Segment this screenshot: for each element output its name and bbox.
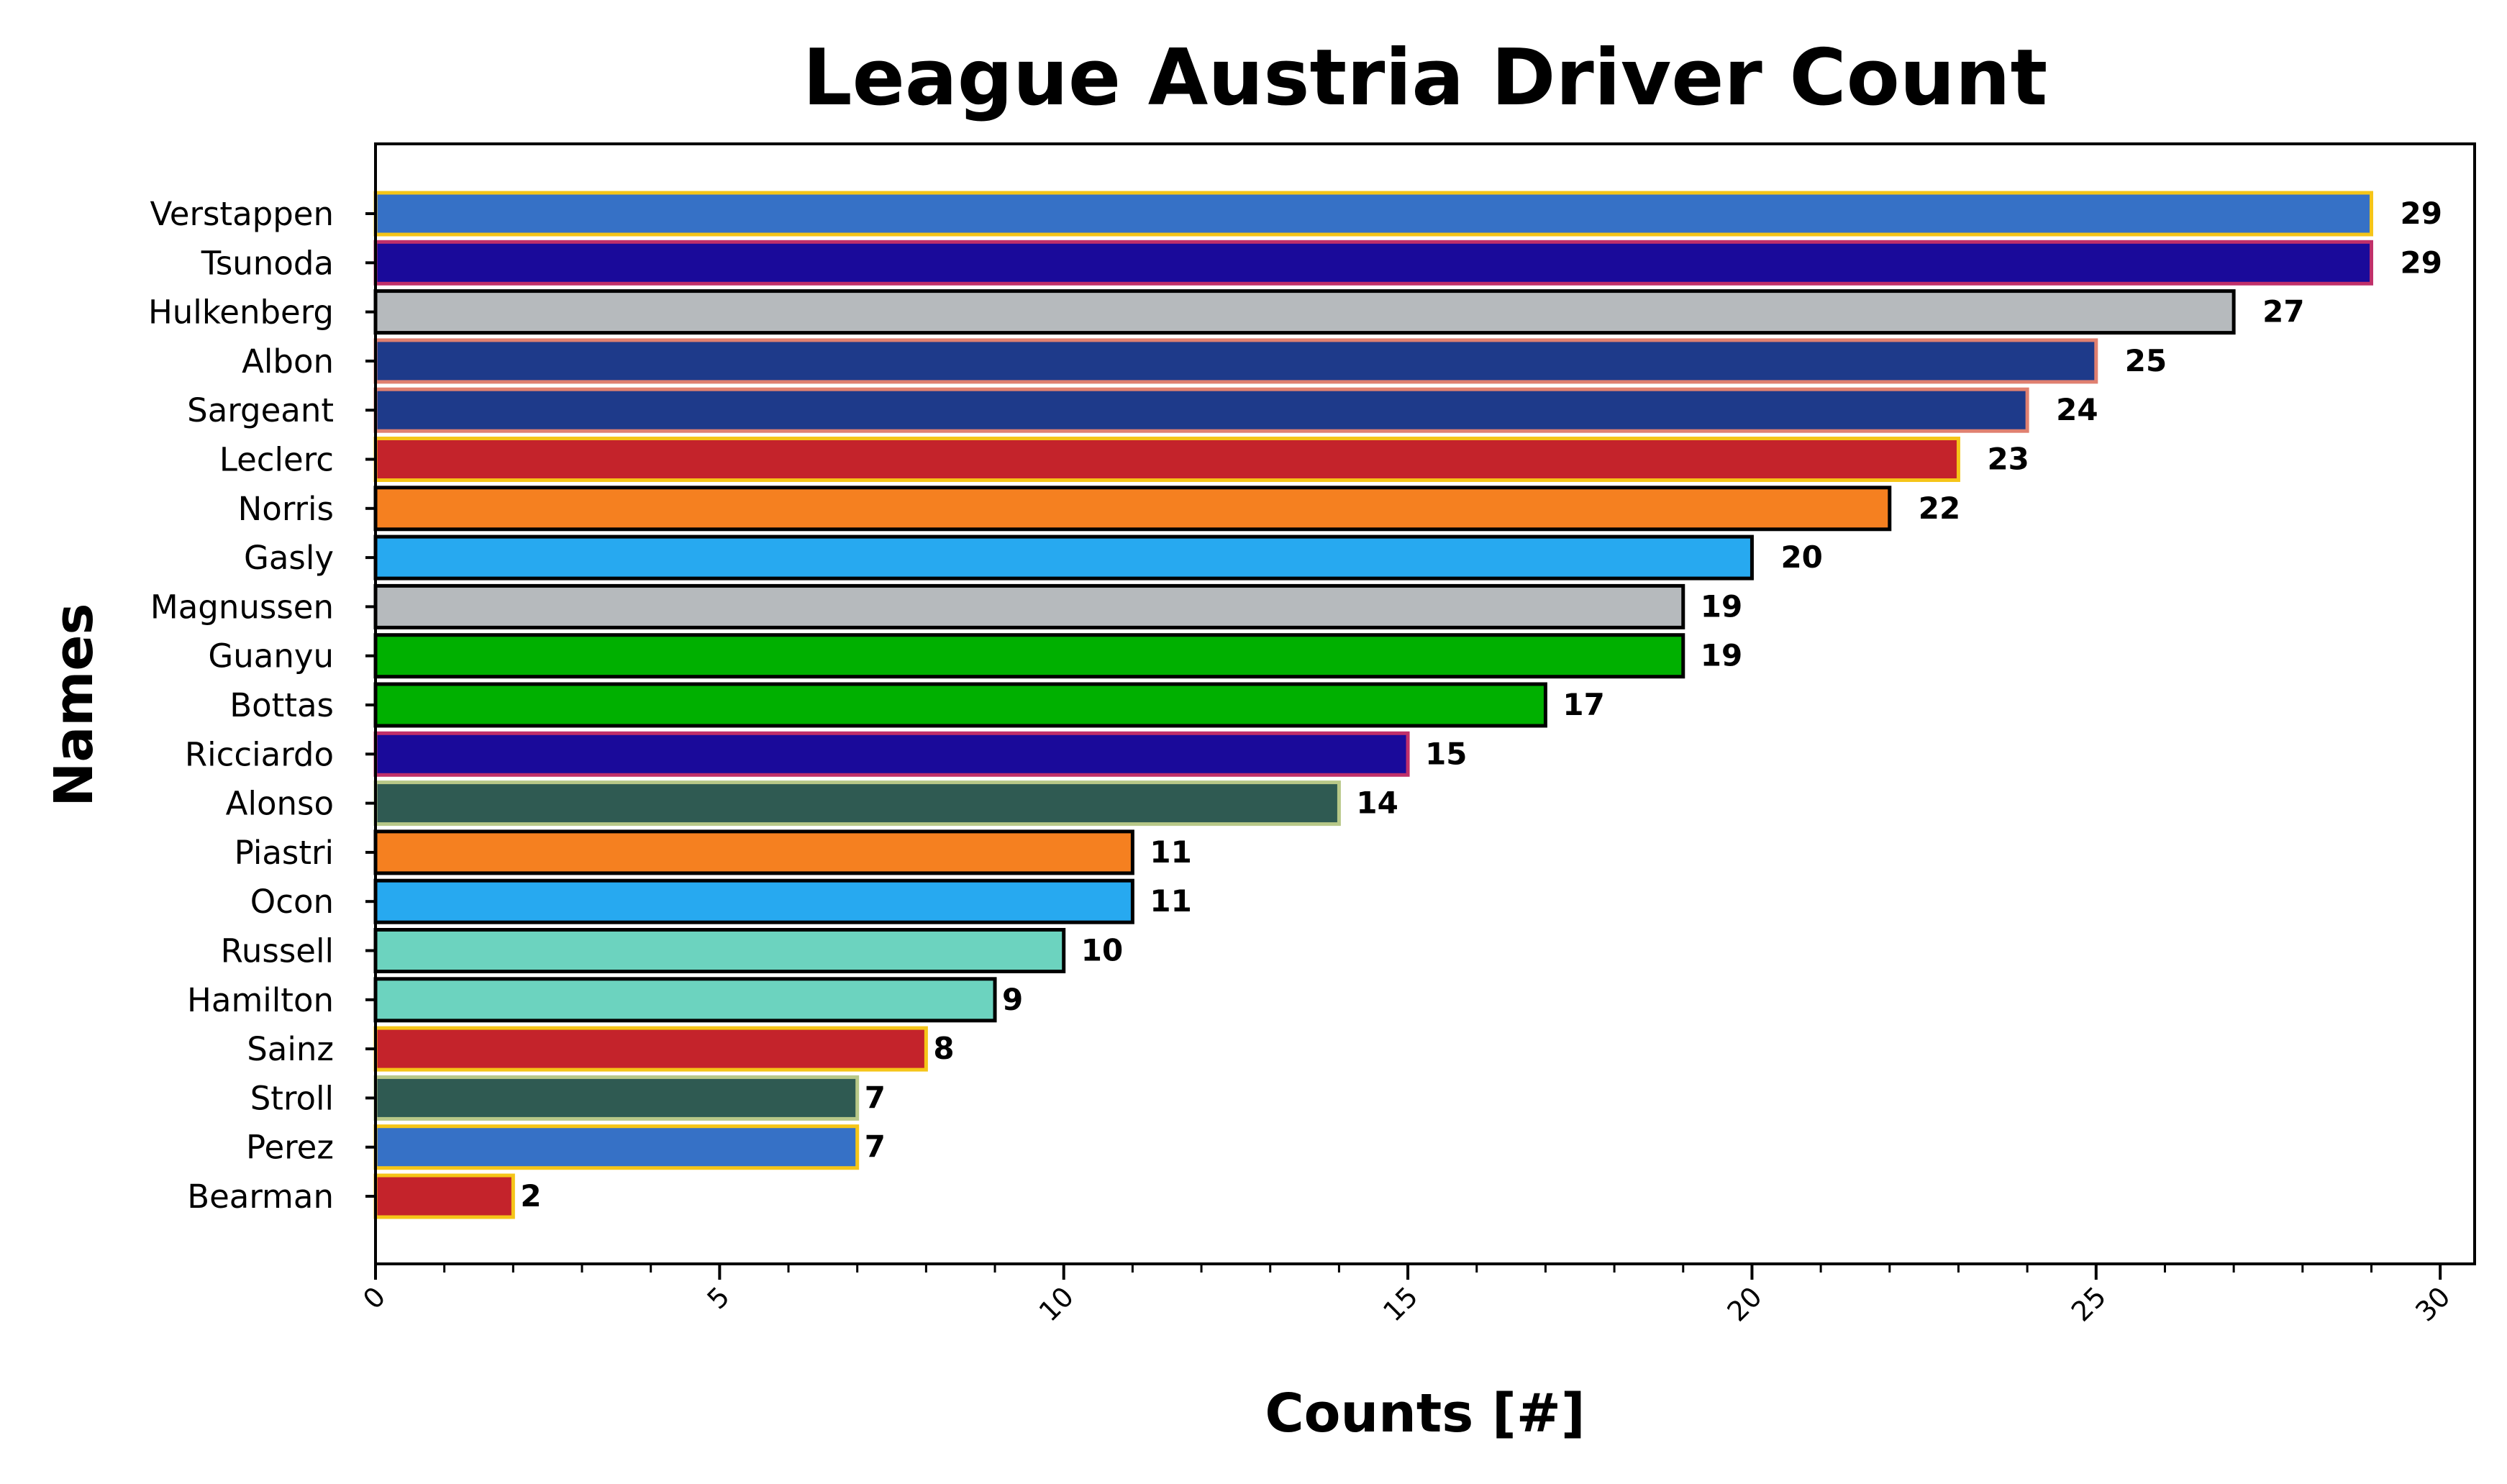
bar-albon xyxy=(373,338,2098,384)
y-tick-label-albon: Albon xyxy=(242,342,334,381)
value-label-bottas: 17 xyxy=(1562,687,1604,722)
bar-stroll xyxy=(373,1075,860,1121)
y-tick-label-bearman: Bearman xyxy=(187,1178,334,1216)
value-label-tsunoda: 29 xyxy=(2400,245,2442,280)
bar-bottas xyxy=(373,682,1547,728)
bar-tsunoda xyxy=(373,240,2373,286)
value-label-sainz: 8 xyxy=(933,1031,954,1066)
y-tick-label-sargeant: Sargeant xyxy=(187,391,334,429)
y-tick-label-sainz: Sainz xyxy=(247,1030,334,1068)
y-tick-label-tsunoda: Tsunoda xyxy=(201,244,334,282)
value-label-verstappen: 29 xyxy=(2400,196,2442,231)
y-tick-label-stroll: Stroll xyxy=(250,1079,334,1117)
y-tick-label-perez: Perez xyxy=(246,1129,334,1167)
bar-ocon xyxy=(373,878,1134,924)
y-tick-label-hamilton: Hamilton xyxy=(187,981,334,1019)
y-tick-label-ocon: Ocon xyxy=(250,883,334,921)
bar-guanyu xyxy=(373,633,1685,679)
bar-verstappen xyxy=(373,191,2373,237)
value-label-leclerc: 23 xyxy=(1987,442,2029,477)
y-tick-label-guanyu: Guanyu xyxy=(208,637,334,675)
bar-sargeant xyxy=(373,387,2029,433)
bar-perez xyxy=(373,1124,860,1170)
value-label-stroll: 7 xyxy=(865,1080,886,1115)
y-tick-label-verstappen: Verstappen xyxy=(150,195,334,233)
value-label-alonso: 14 xyxy=(1356,786,1398,821)
x-tick-label-20: 20 xyxy=(1721,1280,1767,1327)
value-label-gasly: 20 xyxy=(1780,540,1822,575)
bar-hulkenberg xyxy=(373,289,2236,335)
x-tick-label-25: 25 xyxy=(2065,1280,2112,1327)
y-tick-label-magnussen: Magnussen xyxy=(150,588,334,626)
y-axis-ticks: Verstappen Tsunoda Hulkenberg Albon Sargeant… xyxy=(148,195,376,1216)
value-label-magnussen: 19 xyxy=(1701,588,1742,624)
y-tick-label-bottas: Bottas xyxy=(229,686,334,724)
bar-alonso xyxy=(373,780,1341,827)
value-label-ocon: 11 xyxy=(1150,883,1191,919)
bar-leclerc xyxy=(373,437,1960,482)
y-tick-label-ricciardo: Ricciardo xyxy=(185,735,334,773)
bar-sainz xyxy=(373,1026,928,1072)
y-tick-label-piastri: Piastri xyxy=(235,834,334,872)
bar-ricciardo xyxy=(373,731,1410,777)
value-label-guanyu: 19 xyxy=(1701,638,1742,673)
bar-magnussen xyxy=(373,583,1685,629)
value-label-norris: 22 xyxy=(1919,491,1960,526)
chart-title: League Austria Driver Count xyxy=(803,33,2047,123)
value-label-sargeant: 24 xyxy=(2056,392,2098,427)
bars-group: 29 29 27 25 24 23 22 20 19 19 17 15 14 11 11 10 9 8 7 7 2 xyxy=(373,191,2442,1219)
bar-hamilton xyxy=(373,977,997,1023)
bar-norris xyxy=(373,486,1892,532)
y-tick-label-alonso: Alonso xyxy=(226,785,334,823)
x-tick-label-0: 0 xyxy=(357,1280,391,1315)
value-label-piastri: 11 xyxy=(1150,834,1191,870)
value-label-hulkenberg: 27 xyxy=(2262,294,2304,329)
value-label-albon: 25 xyxy=(2125,343,2167,378)
x-tick-label-10: 10 xyxy=(1033,1280,1080,1327)
y-tick-label-norris: Norris xyxy=(238,490,334,528)
bar-russell xyxy=(373,928,1066,973)
value-label-hamilton: 9 xyxy=(1002,982,1023,1017)
bar-gasly xyxy=(373,534,1754,581)
y-axis-label: Names xyxy=(43,603,105,806)
y-tick-label-leclerc: Leclerc xyxy=(219,441,334,479)
x-tick-label-30: 30 xyxy=(2409,1280,2456,1327)
value-label-ricciardo: 15 xyxy=(1425,736,1467,771)
value-label-bearman: 2 xyxy=(520,1178,541,1214)
plot-frame xyxy=(374,142,2476,1265)
value-label-russell: 10 xyxy=(1081,933,1123,968)
value-label-perez: 7 xyxy=(865,1129,886,1165)
x-tick-label-15: 15 xyxy=(1377,1280,1424,1327)
x-axis-ticks: 0 5 10 15 20 25 30 xyxy=(357,1264,2457,1328)
y-tick-label-hulkenberg: Hulkenberg xyxy=(148,293,334,332)
y-tick-label-russell: Russell xyxy=(221,932,334,970)
bar-bearman xyxy=(373,1173,515,1219)
bar-piastri xyxy=(373,829,1134,875)
y-tick-label-gasly: Gasly xyxy=(244,539,334,577)
x-tick-label-5: 5 xyxy=(701,1280,736,1315)
x-axis-label: Counts [#] xyxy=(1265,1383,1585,1444)
